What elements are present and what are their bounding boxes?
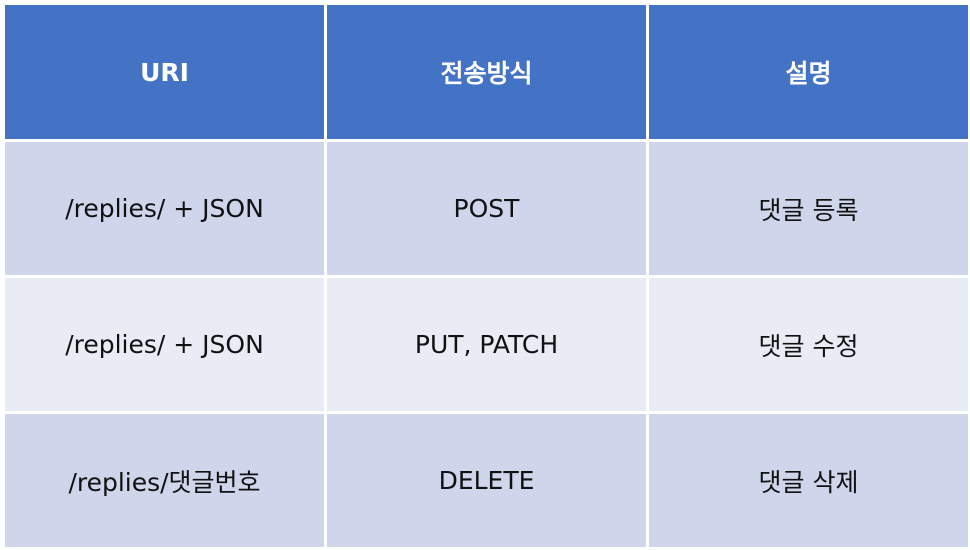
cell-description: 댓글 삭제: [646, 411, 970, 550]
cell-method: PUT, PATCH: [324, 275, 649, 414]
cell-description: 댓글 등록: [646, 139, 970, 278]
cell-method: DELETE: [324, 411, 649, 550]
table-row: /replies/ + JSON POST 댓글 등록: [2, 139, 970, 278]
header-method: 전송방식: [324, 2, 649, 142]
cell-description: 댓글 수정: [646, 275, 970, 414]
cell-uri: /replies/ + JSON: [2, 139, 327, 278]
header-description: 설명: [646, 2, 970, 142]
header-uri: URI: [2, 2, 327, 142]
header-row: URI 전송방식 설명: [2, 2, 970, 142]
table-row: /replies/댓글번호 DELETE 댓글 삭제: [2, 411, 970, 550]
table-body: /replies/ + JSON POST 댓글 등록 /replies/ + …: [2, 139, 970, 550]
cell-uri: /replies/댓글번호: [2, 411, 327, 550]
table-row: /replies/ + JSON PUT, PATCH 댓글 수정: [2, 275, 970, 414]
cell-method: POST: [324, 139, 649, 278]
table-header: URI 전송방식 설명: [2, 2, 970, 142]
cell-uri: /replies/ + JSON: [2, 275, 327, 414]
